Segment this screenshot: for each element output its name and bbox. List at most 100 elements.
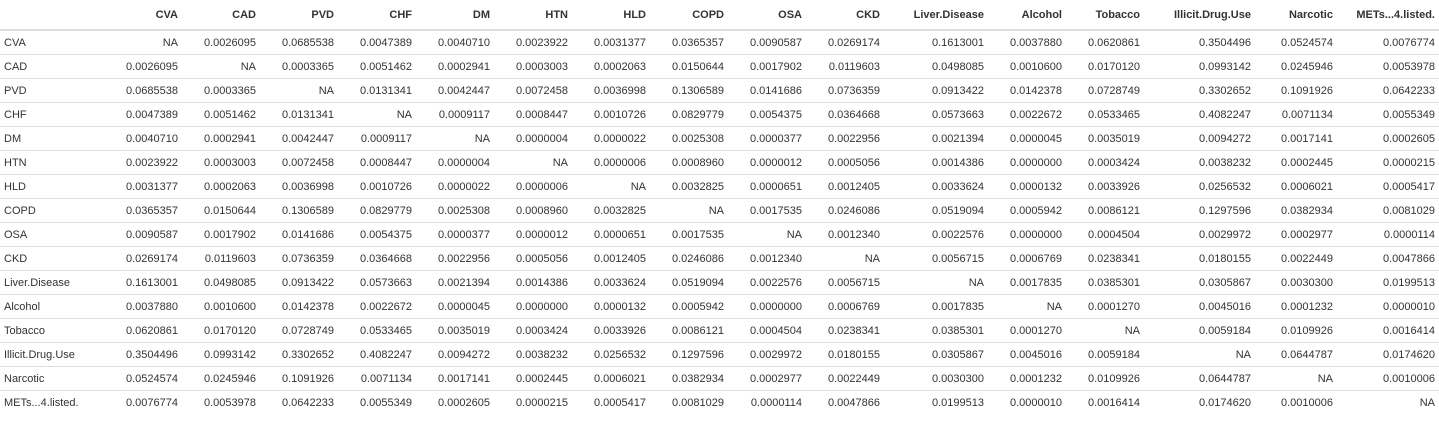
table-cell: 0.0017141: [416, 366, 494, 391]
table-cell: 0.0022449: [806, 366, 884, 391]
table-cell: 0.0090587: [750, 36, 802, 49]
table-cell: 0.0385301: [884, 318, 988, 343]
table-cell: 0.0017535: [728, 198, 806, 223]
table-cell: 0.0364668: [338, 246, 416, 271]
table-cell: 0.0498085: [182, 270, 260, 295]
header-row: CVA CAD PVD CHF DM HTN HLD COPD OSA CKD Liver.Dise…: [0, 0, 1439, 31]
table-cell: 0.0056715: [806, 270, 884, 295]
table-cell: 0.0119603: [182, 246, 260, 271]
table-cell: 0.0005056: [806, 150, 884, 175]
table-cell: 0.0993142: [1144, 54, 1255, 79]
table-cell: 0.0150644: [650, 54, 728, 79]
table-row: HLD 0.0031377 0.0002063 0.0036998 0.0010726 0…: [0, 174, 1439, 199]
table-cell: 0.0071134: [338, 366, 416, 391]
column-header: COPD: [650, 0, 728, 31]
table-cell: 0.0170120: [1066, 54, 1144, 79]
table-cell: 0.0003424: [1066, 150, 1144, 175]
table-cell: 0.0025308: [416, 198, 494, 223]
table-cell: 0.0001232: [1255, 294, 1337, 319]
table-cell: 0.3504496: [108, 342, 182, 367]
table-cell: 0.0086121: [1066, 198, 1144, 223]
table-cell: 0.0021394: [416, 270, 494, 295]
table-cell: 0.0245946: [182, 366, 260, 391]
table-cell: 0.0913422: [260, 270, 338, 295]
table-cell: 0.0533465: [338, 318, 416, 343]
table-cell: 0.0000000: [728, 294, 806, 319]
table-cell: 0.0022576: [884, 222, 988, 247]
table-cell: 0.0199513: [884, 390, 988, 414]
table-cell: 0.0000045: [416, 294, 494, 319]
table-cell: 0.0000377: [728, 126, 806, 151]
table-row: COPD 0.0365357 0.0150644 0.1306589 0.0829779…: [0, 198, 1439, 223]
table-cell: 0.0012405: [572, 246, 650, 271]
row-name-cell: HTN: [0, 150, 108, 175]
table-cell: 0.0005417: [572, 390, 650, 414]
table-cell: 0.0685538: [108, 78, 182, 103]
table-cell: 0.0005942: [988, 198, 1066, 223]
table-cell: 0.0246086: [650, 246, 728, 271]
column-header: Tobacco: [1066, 0, 1144, 31]
table-cell: 0.0002941: [182, 126, 260, 151]
table-cell: NA: [988, 294, 1066, 319]
table-cell: 0.0245946: [1255, 54, 1337, 79]
row-name-cell: METs...4.listed.: [0, 390, 108, 414]
table-cell: 0.0016414: [1337, 318, 1439, 343]
table-cell: 0.0000000: [988, 150, 1066, 175]
table-cell: 0.0000651: [572, 222, 650, 247]
table-cell: 0.0072458: [260, 150, 338, 175]
table-cell: 0.0131341: [338, 78, 416, 103]
table-cell: 0.0008960: [650, 150, 728, 175]
table-cell: NA: [338, 102, 416, 127]
table-cell: NA: [182, 54, 260, 79]
column-header: DM: [416, 0, 494, 31]
table-cell: 0.0017835: [884, 294, 988, 319]
table-cell: 0.0365357: [108, 198, 182, 223]
table-cell: 0.0035019: [1066, 126, 1144, 151]
table-cell: 0.0728749: [260, 318, 338, 343]
table-cell: 0.1613001: [108, 270, 182, 295]
table-cell: 0.0008447: [338, 150, 416, 175]
table-cell: 0.0519094: [650, 270, 728, 295]
table-cell: NA: [1144, 342, 1255, 367]
table-cell: 0.0180155: [1144, 246, 1255, 271]
table-cell: 0.0000012: [494, 222, 572, 247]
table-cell: 0.0033926: [572, 318, 650, 343]
table-cell: 0.0001232: [988, 366, 1066, 391]
table-cell: 0.0305867: [1144, 270, 1255, 295]
table-cell: 0.0000215: [1337, 150, 1439, 175]
table-cell: 0.0736359: [260, 246, 338, 271]
table-cell: 0.0022956: [806, 126, 884, 151]
row-name-cell: Narcotic: [0, 366, 108, 391]
table-cell: 0.0000651: [728, 174, 806, 199]
table-cell: 0.0382934: [650, 366, 728, 391]
table-cell: 0.0051462: [338, 54, 416, 79]
table-row: OSA 0.0090587 0.0017902 0.0141686 0.0054375 0…: [0, 222, 1439, 247]
row-names-header: [0, 0, 108, 31]
table-cell: 0.0620861: [108, 318, 182, 343]
table-cell: 0.0620861: [1088, 36, 1140, 49]
table-cell: 0.0008447: [494, 102, 572, 127]
table-cell: 0.0000114: [728, 390, 806, 414]
table-cell: 0.0246086: [806, 198, 884, 223]
table-cell: 0.0042447: [260, 126, 338, 151]
row-name-cell: CAD: [0, 54, 108, 79]
table-cell: 0.0053978: [182, 390, 260, 414]
table-cell: 0.0256532: [1144, 174, 1255, 199]
table-cell: 0.0180155: [806, 342, 884, 367]
table-row: PVD 0.0685538 0.0003365 NA 0.0131341 0.004244…: [0, 78, 1439, 103]
table-cell: 0.1091926: [260, 366, 338, 391]
table-body: CVA NA 0.0026095 0.0685538 0.0047389 0.004071…: [0, 30, 1439, 414]
table-cell: 0.0305867: [884, 342, 988, 367]
table-cell: 0.1297596: [650, 342, 728, 367]
table-cell: 0.0524574: [1281, 36, 1333, 49]
table-cell: 0.0031377: [594, 36, 646, 49]
table-cell: 0.0033926: [1066, 174, 1144, 199]
table-cell: 0.0000006: [572, 150, 650, 175]
table-cell: NA: [260, 78, 338, 103]
table-row: Narcotic 0.0524574 0.0245946 0.1091926 0.007…: [0, 366, 1439, 391]
table-cell: 0.0131341: [260, 102, 338, 127]
table-cell: 0.0000006: [494, 174, 572, 199]
table-cell: 0.0524574: [108, 366, 182, 391]
table-cell: 0.3302652: [260, 342, 338, 367]
table-cell: NA: [806, 246, 884, 271]
